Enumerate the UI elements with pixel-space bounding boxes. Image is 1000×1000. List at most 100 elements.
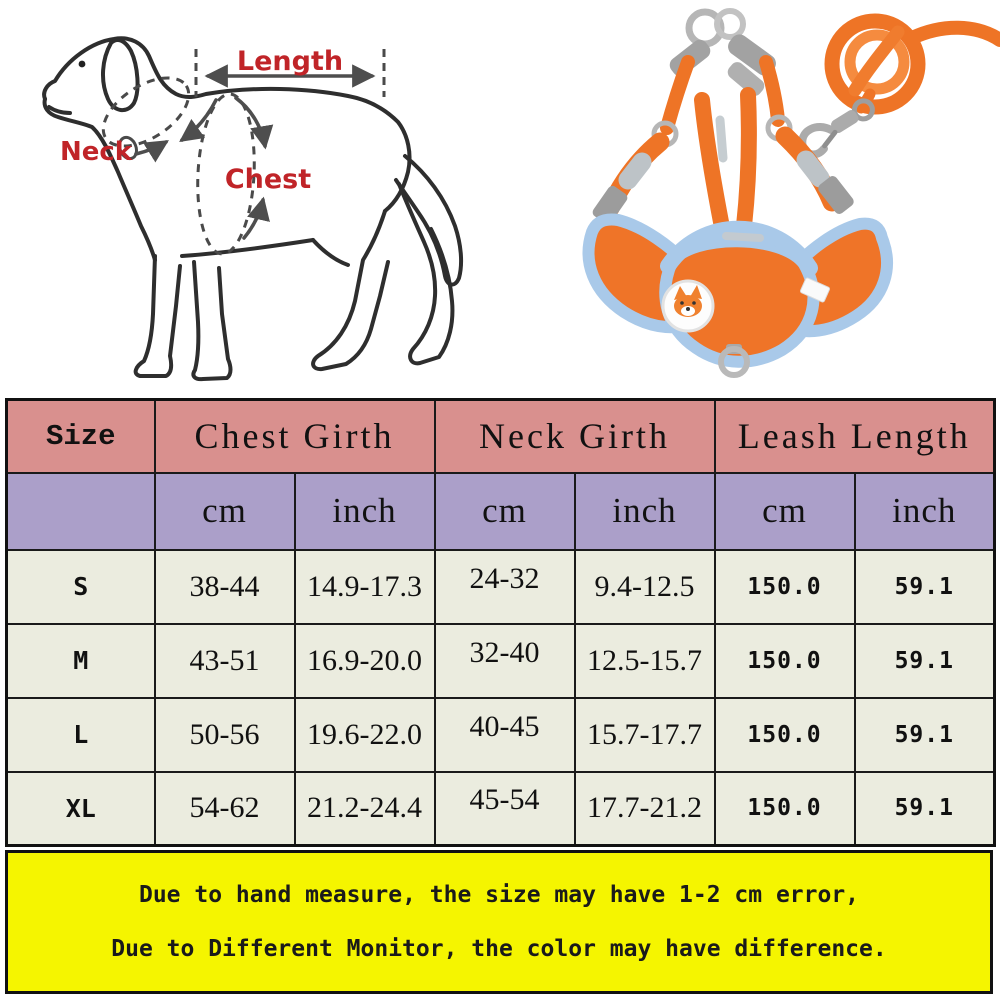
upper-strap-right <box>759 55 785 127</box>
fox-nose <box>686 307 690 311</box>
dog-ear <box>101 37 140 112</box>
neck-inch-cell: 17.7-21.2 <box>573 770 716 847</box>
harness-straps <box>592 55 854 234</box>
dog-neck-chest-line <box>42 97 157 262</box>
neck-cm-value: 32-40 <box>469 635 540 669</box>
table-row-l: L 50-56 19.6-22.0 40-45 15.7-17.7 150.0 … <box>5 696 996 773</box>
dring-circle <box>718 346 750 378</box>
leash-cm-cell: 150.0 <box>713 622 856 699</box>
reflective-strip-left <box>618 152 652 190</box>
neck-arrow-right <box>134 140 169 163</box>
dog-hind-leg-near <box>311 209 390 372</box>
neck-label: Neck <box>60 137 133 167</box>
vest-neck-trim <box>660 220 818 276</box>
neck-cm-cell: 45-54 <box>433 770 576 847</box>
header-size: Size <box>5 398 156 474</box>
leash-cm-cell: 150.0 <box>713 548 856 625</box>
chest-cm-cell: 54-62 <box>153 770 296 847</box>
chest-label: Chest <box>225 164 311 195</box>
table-row-m: M 43-51 16.9-20.0 32-40 12.5-15.7 150.0 … <box>5 622 996 699</box>
neck-arrow-down <box>179 98 218 143</box>
neck-cm-value: 45-54 <box>469 783 540 817</box>
reflective-strip-vest <box>722 232 764 242</box>
metal-ring-right <box>714 8 746 40</box>
leash-cm-cell: 150.0 <box>713 696 856 773</box>
header-neck-girth: Neck Girth <box>433 398 716 474</box>
hero-section: Length Neck Chest <box>0 0 1000 398</box>
length-label: Length <box>237 46 343 77</box>
size-label-tag <box>800 277 830 303</box>
leash-inch-cell: 59.1 <box>853 770 996 847</box>
table-row-s: S 38-44 14.9-17.3 24-32 9.4-12.5 150.0 5… <box>5 548 996 625</box>
fox-badge <box>661 279 715 333</box>
units-empty-cell <box>5 471 156 551</box>
neck-cm-value: 40-45 <box>469 709 540 743</box>
notice-line-1: Due to hand measure, the size may have 1… <box>138 881 860 908</box>
unit-neck-cm: cm <box>433 471 576 551</box>
unit-chest-cm: cm <box>153 471 296 551</box>
neck-cm-cell: 40-45 <box>433 696 576 773</box>
header-leash-length: Leash Length <box>713 398 996 474</box>
size-cell: L <box>5 696 156 773</box>
dog-belly-line <box>180 238 315 258</box>
neck-ring-loop <box>118 135 138 161</box>
size-cell: M <box>5 622 156 699</box>
neck-inch-cell: 9.4-12.5 <box>573 548 716 625</box>
neck-cm-cell: 32-40 <box>433 622 576 699</box>
size-cell: XL <box>5 770 156 847</box>
fox-eye-right <box>692 301 696 305</box>
chest-cm-cell: 38-44 <box>153 548 296 625</box>
dog-tail <box>394 154 464 287</box>
leash-inch-cell: 59.1 <box>853 548 996 625</box>
center-strap-right <box>736 87 757 234</box>
chest-arrow-up <box>242 196 270 240</box>
neck-cm-cell: 24-32 <box>433 548 576 625</box>
leash-inch-cell: 59.1 <box>853 696 996 773</box>
fox-eye-left <box>680 301 684 305</box>
leash-coil-outer <box>824 13 926 115</box>
size-cell: S <box>5 548 156 625</box>
unit-leash-cm: cm <box>713 471 856 551</box>
dog-front-leg-2 <box>191 260 233 382</box>
upper-strap-left <box>660 55 695 135</box>
vest-bottom-dring <box>718 344 750 378</box>
table-row-xl: XL 54-62 21.2-24.4 45-54 17.7-21.2 150.0… <box>5 770 996 847</box>
leash-cm-cell: 150.0 <box>713 770 856 847</box>
snap-hook-body <box>831 110 859 134</box>
snap-hook-gate <box>822 129 838 149</box>
reflective-strip-right <box>796 150 830 188</box>
leash-inch-cell: 59.1 <box>853 622 996 699</box>
chest-cm-cell: 43-51 <box>153 622 296 699</box>
dog-front-leg-1 <box>133 254 182 378</box>
chest-inch-cell: 19.6-22.0 <box>293 696 436 773</box>
leash-snap-hook <box>798 98 875 159</box>
neck-inch-cell: 15.7-17.7 <box>573 696 716 773</box>
leash-handle-strap <box>905 20 1000 47</box>
chest-girth-dashed-ellipse <box>196 92 256 256</box>
table-header-row: Size Chest Girth Neck Girth Leash Length <box>5 398 996 474</box>
header-chest-girth: Chest Girth <box>153 398 436 474</box>
neck-inch-cell: 12.5-15.7 <box>573 622 716 699</box>
neck-cm-value: 24-32 <box>469 561 540 595</box>
chest-inch-cell: 21.2-24.4 <box>293 770 436 847</box>
adjuster-right <box>818 176 854 214</box>
buckle-right-lower <box>727 62 765 96</box>
dog-mouth-line <box>47 105 72 115</box>
harness-vest <box>582 213 893 368</box>
table-units-row: cm inch cm inch cm inch <box>5 471 996 551</box>
notice-line-2: Due to Different Monitor, the color may … <box>111 936 887 963</box>
dog-eye <box>78 60 86 68</box>
leash-coil-inner <box>844 29 910 95</box>
leash-coil <box>824 13 1000 115</box>
center-strap-left <box>694 92 729 230</box>
adjuster-left <box>592 185 628 225</box>
measurement-notice: Due to hand measure, the size may have 1… <box>5 850 993 994</box>
size-chart-table: Size Chest Girth Neck Girth Leash Length… <box>5 398 997 847</box>
chest-arrow-down <box>234 96 274 150</box>
chest-inch-cell: 14.9-17.3 <box>293 548 436 625</box>
dog-hind-inner-line <box>311 238 350 267</box>
chest-inch-cell: 16.9-20.0 <box>293 622 436 699</box>
leash-strap-cross <box>848 25 905 97</box>
chest-cm-cell: 50-56 <box>153 696 296 773</box>
